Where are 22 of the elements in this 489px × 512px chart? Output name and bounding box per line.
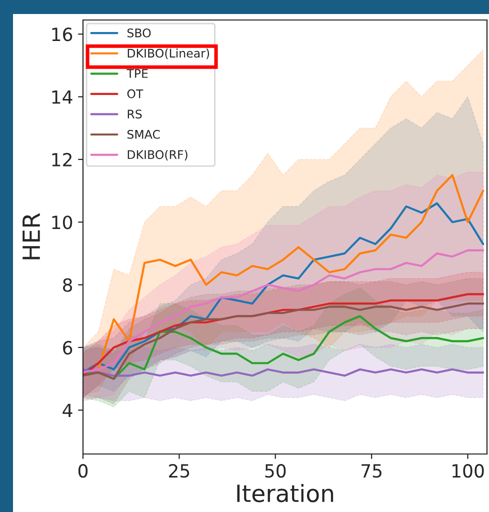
legend-label: SBO (127, 28, 151, 38)
y-tick-label: 8 (63, 278, 72, 292)
y-tick-label: 16 (52, 28, 72, 42)
x-tick-label: 100 (452, 464, 484, 478)
x-tick-label: 75 (362, 464, 382, 478)
legend-label: SMAC (127, 130, 160, 139)
y-axis-title: HER (22, 213, 40, 260)
y-tick-label: 4 (62, 404, 72, 417)
legend-label: RS (128, 110, 142, 119)
y-tick-label: 10 (52, 216, 72, 230)
legend-label: DKIBO(RF) (128, 150, 188, 160)
y-tick-label: 6 (63, 340, 72, 355)
legend-label: OT (127, 89, 144, 98)
x-tick-label: 0 (78, 464, 88, 478)
x-tick-label: 50 (265, 464, 286, 478)
x-axis-title: Iteration (237, 484, 334, 502)
line-series (83, 249, 484, 374)
legend-label: DKIBO(Linear) (128, 48, 210, 60)
y-tick-label: 14 (52, 90, 72, 104)
x-tick-label: 25 (169, 464, 190, 478)
y-tick-label: 12 (52, 152, 72, 166)
legend-label: TPE (126, 69, 148, 78)
